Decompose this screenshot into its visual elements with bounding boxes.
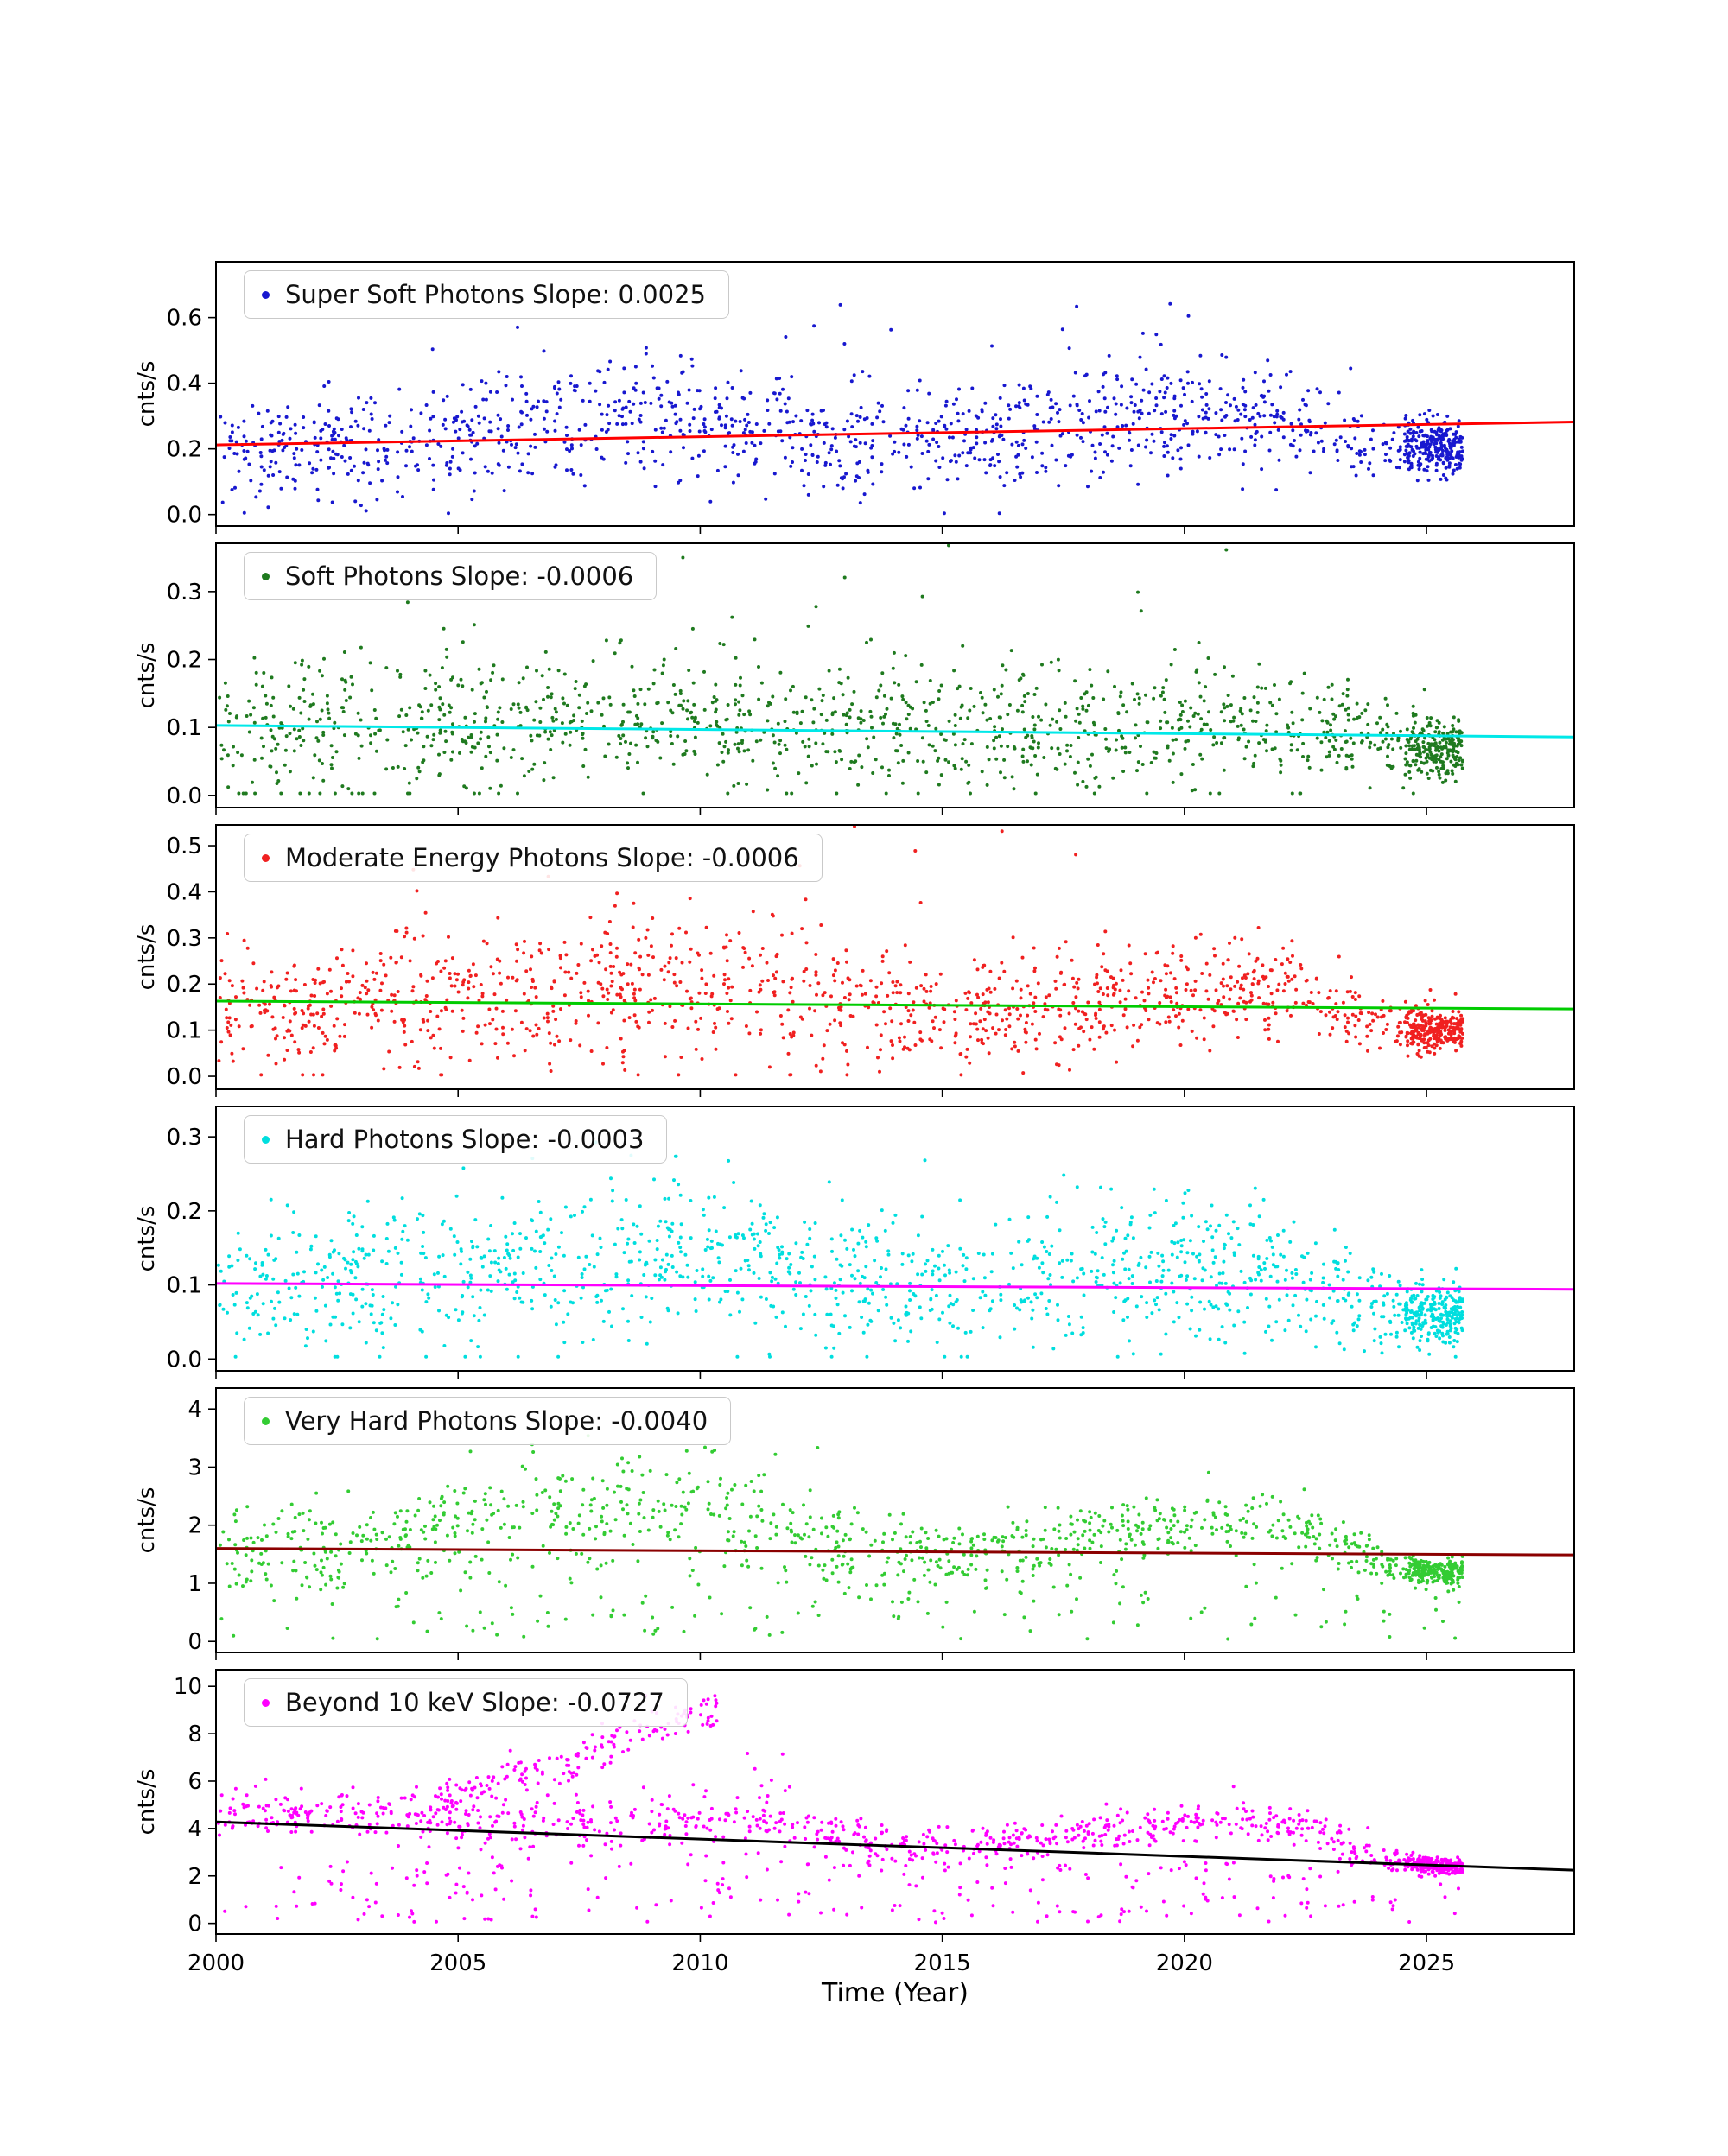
trend-line-panel-6 bbox=[216, 1820, 1574, 1872]
scatter-points-panel-4 bbox=[216, 1140, 1464, 1359]
y-tick-label: 0.2 bbox=[167, 972, 202, 998]
legend-label: Very Hard Photons Slope: -0.0040 bbox=[285, 1406, 708, 1436]
y-tick-label: 0.1 bbox=[167, 1018, 202, 1044]
legend-panel-3: Moderate Energy Photons Slope: -0.0006 bbox=[244, 834, 823, 882]
y-axis-label-panel-4: cnts/s bbox=[134, 1205, 160, 1272]
y-axis-label-panel-6: cnts/s bbox=[134, 1768, 160, 1836]
y-tick-label: 4 bbox=[187, 1817, 202, 1842]
legend-panel-4: Hard Photons Slope: -0.0003 bbox=[244, 1115, 668, 1164]
y-tick-label: 0.0 bbox=[167, 783, 202, 809]
panel-3: 0.0 0.1 0.2 0.3 0.4 0.5 bbox=[167, 824, 1575, 1097]
scatter-points-panel-1 bbox=[219, 301, 1464, 516]
panel-5: 0 1 2 3 4 bbox=[187, 1387, 1575, 1660]
y-tick-label: 10 bbox=[174, 1674, 202, 1700]
axes-box-panel-3 bbox=[215, 824, 1575, 1090]
y-axis-label-panel-3: cnts/s bbox=[134, 923, 160, 991]
y-tick-label: 2 bbox=[187, 1864, 202, 1890]
y-tick-label: 0.1 bbox=[167, 1273, 202, 1299]
y-axis-label-panel-1: cnts/s bbox=[134, 360, 160, 428]
legend-label: Beyond 10 keV Slope: -0.0727 bbox=[285, 1688, 664, 1717]
x-tick-label: 2025 bbox=[1398, 1950, 1455, 1976]
y-tick-label: 0.0 bbox=[167, 1347, 202, 1373]
y-tick-label: 2 bbox=[187, 1513, 202, 1539]
y-tick-label: 0.2 bbox=[167, 648, 202, 674]
x-tick-label: 2020 bbox=[1156, 1950, 1213, 1976]
y-tick-label: 0.0 bbox=[167, 503, 202, 529]
y-tick-label: 1 bbox=[187, 1571, 202, 1597]
trend-line-panel-2 bbox=[216, 724, 1574, 739]
trend-line-panel-1 bbox=[216, 421, 1574, 447]
axes-box-panel-5 bbox=[215, 1387, 1575, 1653]
legend-marker-dot bbox=[262, 1698, 270, 1707]
legend-label: Moderate Energy Photons Slope: -0.0006 bbox=[285, 843, 799, 872]
legend-panel-6: Beyond 10 keV Slope: -0.0727 bbox=[244, 1678, 688, 1727]
scatter-points-panel-3 bbox=[217, 825, 1465, 1077]
panel-1: 0.0 0.2 0.4 0.6 bbox=[167, 261, 1575, 534]
scatter-points-panel-6 bbox=[216, 1694, 1464, 1925]
axes-box-panel-1 bbox=[215, 261, 1575, 527]
trend-line-panel-4 bbox=[216, 1282, 1574, 1291]
legend-marker-dot bbox=[262, 1417, 270, 1425]
x-tick-label: 2005 bbox=[429, 1950, 486, 1976]
legend-label: Super Soft Photons Slope: 0.0025 bbox=[285, 280, 706, 309]
scatter-points-panel-2 bbox=[218, 543, 1464, 796]
y-tick-label: 6 bbox=[187, 1769, 202, 1795]
x-tick-label: 2015 bbox=[914, 1950, 971, 1976]
legend-marker-dot bbox=[262, 290, 270, 299]
axes-box-panel-4 bbox=[215, 1106, 1575, 1372]
y-tick-label: 0.3 bbox=[167, 580, 202, 606]
y-tick-label: 0 bbox=[187, 1912, 202, 1937]
legend-panel-1: Super Soft Photons Slope: 0.0025 bbox=[244, 270, 729, 319]
legend-panel-2: Soft Photons Slope: -0.0006 bbox=[244, 552, 658, 600]
panel-6: 0 2 4 6 8 10 2000 2005 2010 2015 2020 2025 bbox=[174, 1669, 1575, 1976]
y-tick-label: 0.2 bbox=[167, 437, 202, 463]
y-tick-label: 0.4 bbox=[167, 371, 202, 397]
trend-line-panel-5 bbox=[216, 1547, 1574, 1557]
y-tick-label: 8 bbox=[187, 1722, 202, 1747]
y-tick-label: 0.5 bbox=[167, 834, 202, 859]
y-tick-label: 0.3 bbox=[167, 1125, 202, 1151]
y-tick-label: 0.4 bbox=[167, 879, 202, 905]
legend-panel-5: Very Hard Photons Slope: -0.0040 bbox=[244, 1397, 732, 1445]
y-tick-label: 0.3 bbox=[167, 926, 202, 952]
trend-line-panel-3 bbox=[216, 999, 1574, 1011]
y-tick-label: 0.0 bbox=[167, 1064, 202, 1090]
panel-4: 0.0 0.1 0.2 0.3 bbox=[167, 1106, 1575, 1379]
x-tick-label: 2000 bbox=[187, 1950, 245, 1976]
y-tick-label: 3 bbox=[187, 1455, 202, 1481]
axes-box-panel-6 bbox=[215, 1669, 1575, 1935]
legend-marker-dot bbox=[262, 1135, 270, 1144]
y-tick-label: 0.6 bbox=[167, 306, 202, 332]
legend-marker-dot bbox=[262, 853, 270, 862]
y-axis-label-panel-5: cnts/s bbox=[134, 1487, 160, 1554]
x-axis-label: Time (Year) bbox=[822, 1978, 969, 2008]
legend-label: Soft Photons Slope: -0.0006 bbox=[285, 561, 634, 591]
legend-label: Hard Photons Slope: -0.0003 bbox=[285, 1125, 645, 1154]
axes-box-panel-2 bbox=[215, 542, 1575, 808]
y-axis-label-panel-2: cnts/s bbox=[134, 642, 160, 709]
panel-2: 0.0 0.1 0.2 0.3 bbox=[167, 542, 1575, 815]
y-tick-label: 0 bbox=[187, 1629, 202, 1655]
legend-marker-dot bbox=[262, 572, 270, 580]
y-tick-label: 0.2 bbox=[167, 1199, 202, 1225]
y-tick-label: 0.1 bbox=[167, 715, 202, 741]
x-tick-label: 2010 bbox=[671, 1950, 728, 1976]
y-tick-label: 4 bbox=[187, 1397, 202, 1423]
scatter-points-panel-5 bbox=[218, 1434, 1464, 1641]
